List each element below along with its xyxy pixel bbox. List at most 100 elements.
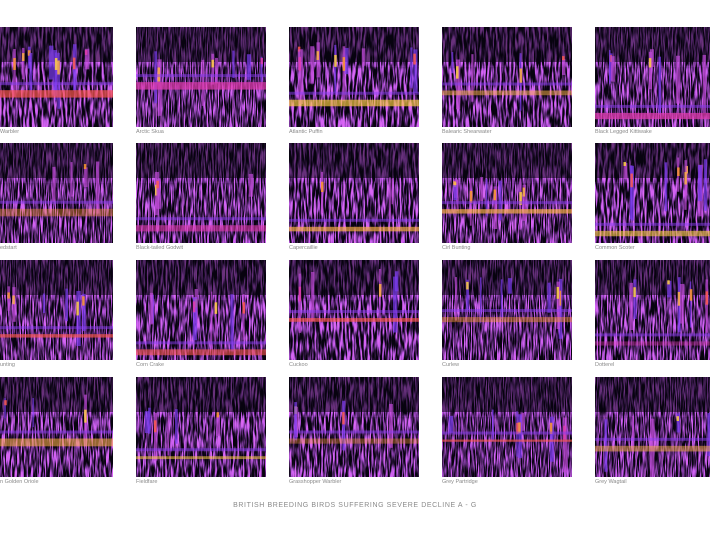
call-streak [210,291,213,350]
call-streak [361,48,366,66]
spectrogram-noise [289,27,419,67]
tone-band [289,99,419,107]
panel-label: Fieldfare [136,479,157,485]
spectrogram-noise [595,295,710,360]
call-streak [27,46,31,69]
call-streak [491,409,494,442]
call-peak [469,190,473,203]
spectrogram-noise [136,412,266,477]
panel-label: Grey Wagtail [595,479,627,485]
spectrogram [0,27,113,127]
panel-label: Cuckoo [289,362,308,368]
call-peak [667,280,670,285]
call-peak [242,302,245,314]
call-streak [388,403,393,448]
call-peak [156,180,159,189]
spectrogram-noise [289,178,419,243]
spectrogram [442,143,572,243]
call-peak [316,51,319,60]
spectrogram [289,143,419,243]
call-peak [155,184,158,196]
call-streak [507,278,512,294]
tone-band [136,74,266,78]
spectrogram [595,260,710,360]
call-streak [310,46,315,84]
call-peak [192,301,196,313]
call-streak [703,159,708,211]
call-streak [455,277,457,321]
call-peak [54,58,58,70]
tone-band [0,334,113,338]
tone-band [595,445,710,452]
call-streak [667,280,672,298]
call-streak [648,51,653,90]
call-peak [648,58,652,68]
call-streak [298,273,301,333]
tone-band [595,341,710,346]
spectrogram [136,260,266,360]
call-streak [294,402,297,441]
call-streak [702,54,707,114]
call-peak [13,58,16,70]
call-streak [451,52,454,74]
call-streak [480,177,484,201]
tone-band [442,209,572,214]
call-streak [389,177,391,223]
spectrogram [442,377,572,477]
call-peak [623,161,626,166]
call-peak [72,57,76,70]
call-peak [466,281,469,290]
call-streak [518,414,522,459]
panel-grid: Warbler Arctic Skua Atlantic Puffin Baleari… [0,27,710,485]
call-streak [248,173,254,197]
tone-band [0,326,113,330]
call-streak [246,54,252,80]
call-streak [344,47,349,75]
call-streak [485,179,488,216]
panel-label: Warbler [0,129,19,135]
call-streak [320,171,324,214]
call-peak [298,286,302,302]
call-streak [22,47,25,80]
call-streak [342,400,346,451]
call-peak [493,189,497,201]
call-streak [480,277,482,323]
panel-label: Arctic Skua [136,129,165,135]
call-streak [547,282,551,313]
panel-label: Atlantic Puffin [289,129,323,135]
spectrogram [136,27,266,127]
call-streak [456,180,459,212]
call-streak [153,412,158,461]
call-peak [609,55,612,62]
call-streak [610,56,615,82]
tone-band [136,217,266,221]
call-streak [680,283,685,324]
tone-band [289,218,419,222]
call-peak [216,412,219,418]
call-streak [562,58,566,76]
call-streak [658,56,662,115]
call-streak [549,416,554,462]
tone-band [289,318,419,322]
spectrogram-noise [0,143,113,183]
call-streak [84,48,90,70]
call-streak [42,293,46,314]
call-peak [298,57,301,71]
call-peak [413,53,416,65]
call-streak [609,53,613,81]
panel-label: Capercaillie [289,245,318,251]
call-streak [76,290,81,347]
spectrogram-noise [136,377,266,417]
tone-band [0,200,113,204]
call-streak [230,294,234,352]
tone-band [289,430,419,434]
tone-band [289,226,419,232]
call-streak [630,165,634,221]
spectrogram-noise [442,377,572,417]
call-streak [334,44,337,93]
call-peak [211,59,214,68]
tone-band [136,349,266,356]
call-peak [342,412,345,425]
call-peak [519,192,522,205]
